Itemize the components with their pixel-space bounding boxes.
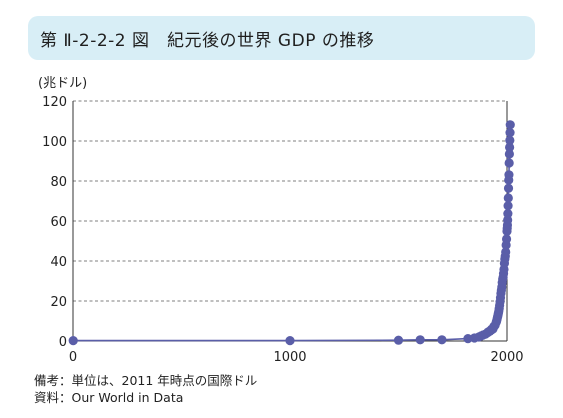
y-tick-label: 100 (42, 135, 67, 150)
y-unit-label: (兆ドル) (38, 76, 87, 91)
data-point (505, 120, 515, 130)
y-tick-label: 60 (50, 215, 67, 230)
data-point (503, 193, 513, 203)
y-tick-label: 20 (50, 295, 67, 310)
series-line (73, 124, 512, 342)
chart-title: 第 Ⅱ-2-2-2 図 紀元後の世界 GDP の推移 (40, 30, 375, 51)
data-point (505, 135, 515, 145)
x-tick-label: 0 (69, 350, 77, 365)
data-point (503, 201, 513, 211)
data-point (504, 149, 514, 159)
data-point (415, 335, 425, 345)
chart-notes: 備考：単位は、2011 年時点の国際ドル 資料：Our World in Dat… (34, 372, 257, 406)
data-point (285, 336, 295, 346)
x-tick-label: 2000 (490, 350, 523, 365)
data-point (393, 335, 404, 345)
x-tick-label: 1000 (273, 350, 306, 365)
note-remarks: 備考：単位は、2011 年時点の国際ドル (34, 373, 258, 388)
note-source: 資料：Our World in Data (34, 390, 184, 405)
data-point (505, 128, 515, 138)
data-point (437, 335, 447, 345)
data-point (505, 142, 515, 152)
data-point (501, 247, 511, 257)
y-tick-label: 120 (42, 95, 67, 110)
data-point (503, 183, 514, 193)
y-tick-label: 0 (59, 335, 67, 350)
data-point (503, 209, 513, 219)
data-point (504, 158, 514, 168)
data-point (68, 336, 78, 346)
y-tick-label: 80 (50, 175, 67, 190)
y-tick-label: 40 (50, 255, 67, 270)
chart-title-banner: 第 Ⅱ-2-2-2 図 紀元後の世界 GDP の推移 (28, 16, 535, 60)
data-point (504, 170, 514, 180)
data-point (501, 234, 512, 244)
